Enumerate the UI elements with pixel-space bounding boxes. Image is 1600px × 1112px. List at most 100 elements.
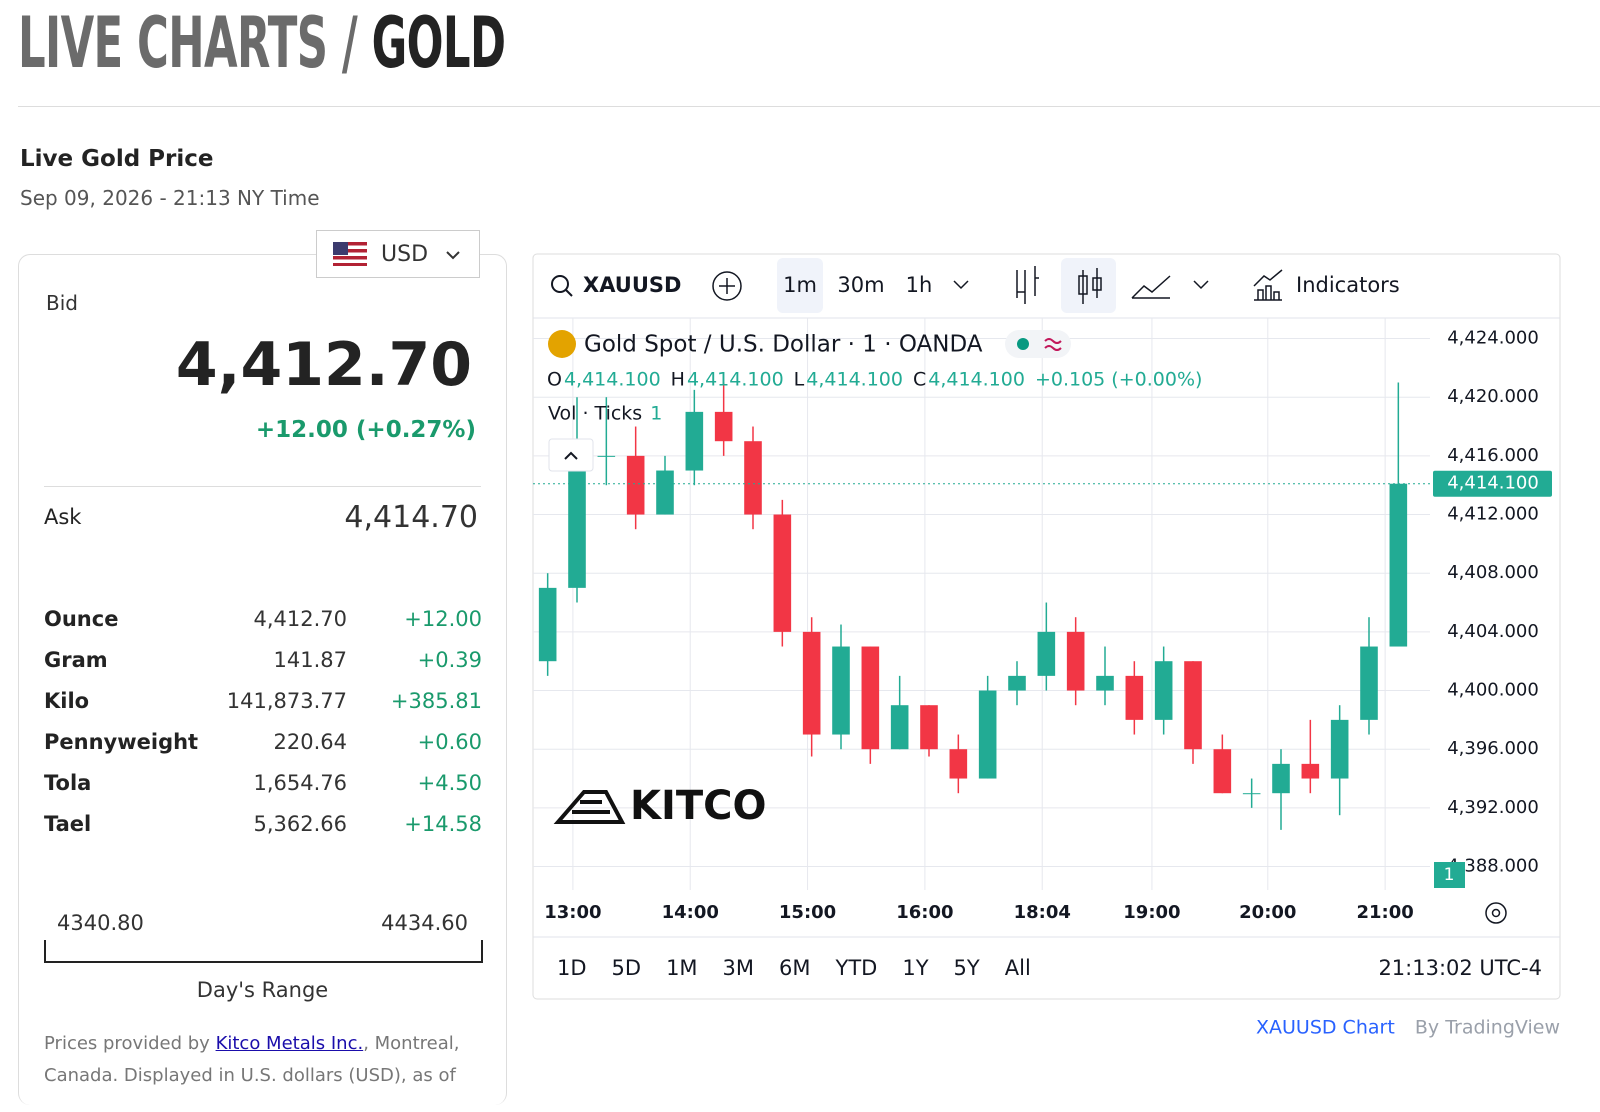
series-name: Gold Spot / U.S. Dollar · 1 · OANDA [584,332,983,358]
range-button[interactable]: 3M [723,956,754,980]
x-tick-label: 21:00 [1356,902,1413,923]
status-pill [1005,330,1071,358]
range-low: 4340.80 [57,911,144,935]
candle-body [1066,631,1085,691]
range-button[interactable]: 5Y [954,956,980,980]
candle-body [538,587,557,662]
unit-change: +12.00 [404,607,482,631]
range-bar [44,940,483,963]
title-part: GOLD [371,2,506,84]
y-tick-label: 4,392.000 [1447,797,1539,818]
unit-row: Gram 141.87 +0.39 [44,648,482,688]
bid-change: +12.00 (+0.27%) [255,417,476,443]
range-button[interactable]: YTD [835,956,878,980]
y-tick-label: 4,424.000 [1447,328,1539,349]
range-button[interactable]: 1D [557,956,587,980]
range-button[interactable]: 1Y [902,956,928,980]
range-button[interactable]: All [1005,956,1031,980]
range-button[interactable]: 6M [779,956,810,980]
candle-icon [1078,275,1088,295]
unit-price: 1,654.76 [253,771,347,795]
ohlc-value: 4,414.100 [564,369,661,391]
volume-label: Vol · Ticks [548,403,642,425]
ask-label: Ask [44,505,82,529]
unit-price: 141,873.77 [226,689,347,713]
interval-dropdown[interactable] [953,280,969,290]
x-tick-label: 16:00 [896,902,953,923]
x-tick-label: 15:00 [779,902,836,923]
chart-link[interactable]: XAUUSD Chart [1256,1017,1395,1039]
candle-body [1184,661,1202,750]
symbol-logo [548,330,576,358]
indicators[interactable]: Indicators [1296,273,1400,297]
interval[interactable]: 1m [783,273,817,297]
y-tick-label: 4,408.000 [1447,562,1539,583]
ohlc-key: C [913,369,926,391]
candle-body [802,631,821,735]
chevron [446,251,460,260]
collapse-button[interactable] [548,438,594,472]
interval[interactable]: 30m [837,273,884,297]
compare-button[interactable] [712,271,742,301]
area-icon[interactable] [1131,275,1171,299]
candle-body [1125,675,1144,720]
candle-body [1154,661,1173,720]
search-icon[interactable] [551,275,569,293]
type-dropdown[interactable] [1193,280,1209,290]
x-tick-label: 18:04 [1014,902,1071,923]
candle-body [1389,483,1408,647]
candle-body [1096,675,1114,691]
kitco-link[interactable]: Kitco Metals Inc. [215,1033,364,1054]
flag [333,242,367,266]
unit-price: 4,412.70 [253,607,347,631]
unit-change: +385.81 [390,689,482,713]
candle-body [1242,793,1261,795]
range-label: Day's Range [196,978,329,1002]
candle-body [920,705,938,750]
candle-body [1008,675,1026,691]
watermark: KITCO [630,783,767,829]
candle-body [626,455,645,515]
settings-icon [1491,908,1501,918]
title-part: LIVE CHARTS / [18,2,358,84]
unit-row: Ounce 4,412.70 +12.00 [44,607,482,647]
unit-change: +14.58 [404,812,482,836]
note-text: Prices provided by [44,1033,216,1054]
bar-icon[interactable] [1016,266,1039,304]
candle-body [890,705,909,750]
note-text: , Montreal, Canada. Displayed in U.S. do… [44,1033,460,1086]
candle-body [1272,763,1290,794]
candle-active [1061,258,1116,313]
range-button[interactable]: 1M [666,956,697,980]
unit-change: +0.39 [417,648,482,672]
compare-button [719,278,735,294]
currency-select[interactable]: USD [316,230,480,278]
candle-body [1301,763,1320,779]
x-tick-label: 20:00 [1239,902,1296,923]
unit-row: Kilo 141,873.77 +385.81 [44,689,482,729]
candle-body [832,646,850,735]
candle-body [949,749,968,779]
candle-body [597,455,616,457]
interval[interactable]: 1h [906,273,933,297]
unit-name: Tola [44,771,92,795]
ask-price: 4,414.70 [344,500,478,535]
y-tick-label: 4,400.000 [1447,680,1539,701]
unit-row: Tola 1,654.76 +4.50 [44,771,482,811]
range-high: 4434.60 [381,911,468,935]
y-tick-label: 4,388.000 [1447,856,1539,877]
settings-icon[interactable] [1485,902,1507,924]
indicators-icon[interactable] [1253,269,1283,301]
last-price-label: 4,414.100 [1447,473,1539,494]
range-button[interactable]: 5D [612,956,642,980]
candle-body [568,455,586,588]
status-wave [1044,338,1062,351]
timestamp: Sep 09, 2026 - 21:13 NY Time [20,186,320,210]
badge: 1 [1444,865,1455,885]
ohlc-value: 4,414.100 [928,369,1025,391]
symbol[interactable]: XAUUSD [583,273,681,297]
y-tick-label: 4,404.000 [1447,621,1539,642]
volume-value: 1 [650,403,662,425]
search-icon [565,289,573,297]
